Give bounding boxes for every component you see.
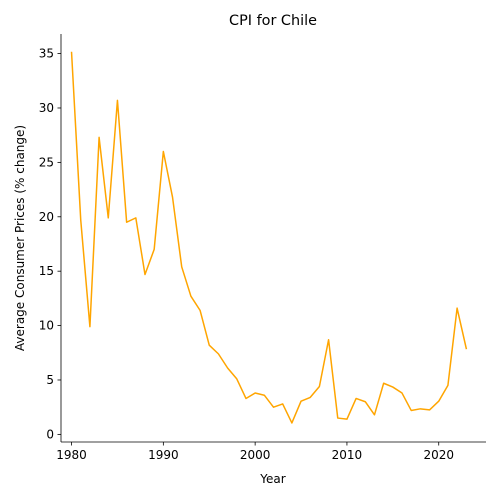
y-tick-label: 10 bbox=[39, 319, 54, 333]
x-axis-label: Year bbox=[259, 472, 285, 486]
y-axis-label: Average Consumer Prices (% change) bbox=[13, 125, 27, 351]
y-tick-label: 15 bbox=[39, 264, 54, 278]
x-tick-label: 2020 bbox=[423, 448, 454, 462]
y-tick-label: 5 bbox=[46, 373, 54, 387]
y-tick-label: 35 bbox=[39, 47, 54, 61]
y-tick-label: 25 bbox=[39, 155, 54, 169]
y-tick-label: 20 bbox=[39, 210, 54, 224]
cpi-series-line bbox=[70, 51, 468, 424]
x-tick-label: 1980 bbox=[56, 448, 87, 462]
y-tick-label: 30 bbox=[39, 101, 54, 115]
x-tick-label: 1990 bbox=[148, 448, 179, 462]
y-tick-label: 0 bbox=[46, 427, 54, 441]
chart-title: CPI for Chile bbox=[229, 13, 317, 29]
y-axis-ticks: 0 5 10 15 20 25 30 35 bbox=[39, 47, 61, 441]
x-tick-label: 2000 bbox=[240, 448, 271, 462]
x-tick-label: 2010 bbox=[332, 448, 363, 462]
x-axis-ticks: 1980 1990 2000 2010 2020 bbox=[56, 442, 454, 462]
plot-area bbox=[70, 51, 468, 424]
